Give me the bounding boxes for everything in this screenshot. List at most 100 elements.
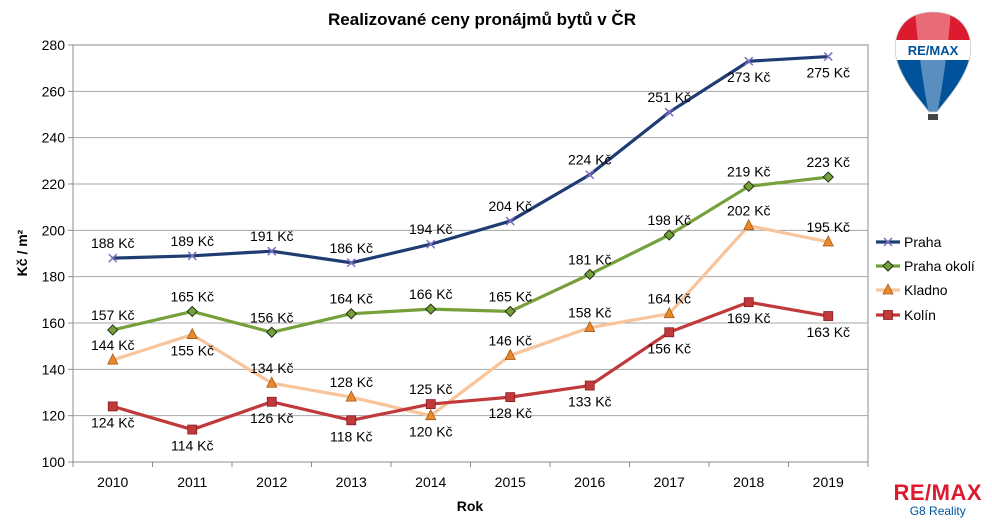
data-label: 251 Kč: [647, 89, 691, 105]
data-label: 128 Kč: [488, 405, 532, 421]
data-label: 134 Kč: [250, 360, 294, 376]
series-layer: 188 Kč 189 Kč 191 Kč 186 Kč 194 Kč 204 Kč 224 …: [91, 52, 850, 454]
data-label: 273 Kč: [727, 69, 771, 85]
remax-brand: RE/MAX G8 Reality: [893, 480, 982, 518]
data-point: [425, 303, 437, 315]
data-point: [882, 283, 894, 295]
data-label: 191 Kč: [250, 228, 294, 244]
data-label: 195 Kč: [806, 219, 850, 235]
data-point: [744, 56, 754, 66]
series-kolín: 124 Kč 114 Kč 126 Kč 118 Kč 125 Kč 128 Kč 133 …: [91, 297, 850, 454]
legend-item: Praha okolí: [876, 258, 975, 274]
data-label: 186 Kč: [329, 240, 373, 256]
data-label: 202 Kč: [727, 203, 771, 219]
data-label: 165 Kč: [488, 288, 532, 304]
data-label: 204 Kč: [488, 198, 532, 214]
data-label: 223 Kč: [806, 154, 850, 170]
data-point: [505, 392, 516, 403]
data-point: [882, 260, 894, 272]
data-label: 144 Kč: [91, 337, 135, 353]
data-label: 188 Kč: [91, 235, 135, 251]
balloon-logo-text: RE/MAX: [908, 43, 959, 58]
data-point: [266, 396, 277, 407]
data-point: [584, 268, 596, 281]
chart-title: Realizované ceny pronájmů bytů v ČR: [328, 10, 636, 29]
data-label: 163 Kč: [806, 324, 850, 340]
data-point: [267, 246, 277, 256]
x-tick-label: 2018: [733, 474, 764, 490]
data-point: [345, 390, 357, 402]
data-point: [107, 401, 118, 412]
data-point: [743, 297, 754, 308]
data-label: 156 Kč: [647, 340, 691, 356]
data-label: 114 Kč: [171, 438, 214, 454]
x-tick-label: 2015: [495, 474, 526, 490]
data-point: [664, 327, 675, 338]
data-label: 166 Kč: [409, 286, 453, 302]
x-tick-label: 2017: [654, 474, 685, 490]
grid-lines: [73, 90, 868, 417]
data-point: [425, 399, 436, 409]
legend-label: Kladno: [904, 282, 948, 298]
y-tick-label: 280: [42, 37, 66, 53]
data-point: [743, 180, 755, 193]
legend-label: Kolín: [904, 307, 936, 323]
data-point: [823, 52, 833, 62]
data-label: 169 Kč: [727, 310, 771, 326]
data-point: [883, 237, 893, 247]
y-axis-ticks: 100 120 140 160 180 200 220 240 260 280: [42, 37, 73, 470]
data-label: 124 Kč: [91, 414, 135, 430]
y-axis-title: Kč / m²: [14, 229, 30, 276]
data-label: 165 Kč: [170, 288, 214, 304]
x-tick-label: 2013: [336, 474, 367, 490]
data-point: [584, 380, 595, 391]
data-point: [505, 216, 515, 226]
data-point: [345, 308, 357, 320]
x-tick-label: 2014: [415, 474, 446, 490]
series-praha: 188 Kč 189 Kč 191 Kč 186 Kč 194 Kč 204 Kč 224 …: [91, 52, 850, 268]
data-label: 157 Kč: [91, 307, 135, 323]
legend: Praha Praha okolí Kladno Kolín: [876, 234, 975, 323]
brand-name: RE/MAX: [893, 480, 982, 505]
data-label: 125 Kč: [409, 381, 453, 397]
remax-balloon-logo: RE/MAX: [894, 11, 972, 120]
series-line: [112, 175, 829, 334]
data-label: 126 Kč: [250, 410, 294, 426]
x-axis-ticks: 2010 2011 2012 2013 2014 2015 2016 2017 2018 2019: [72, 462, 869, 490]
data-label: 155 Kč: [170, 343, 214, 359]
data-label: 164 Kč: [647, 291, 691, 307]
data-point: [186, 305, 198, 318]
y-tick-label: 200: [42, 222, 66, 238]
x-axis-title: Rok: [457, 498, 484, 514]
data-point: [266, 376, 278, 388]
series-line: [112, 224, 829, 418]
data-point: [108, 253, 118, 263]
series-praha-okolí: 157 Kč 165 Kč 156 Kč 164 Kč 166 Kč 165 Kč 181 …: [91, 154, 850, 338]
data-point: [883, 310, 893, 320]
data-point: [266, 326, 278, 338]
data-point: [346, 258, 356, 268]
data-point: [187, 424, 198, 435]
legend-label: Praha: [904, 234, 942, 250]
legend-item: Kladno: [876, 282, 948, 298]
data-label: 146 Kč: [488, 332, 532, 348]
series-line: [112, 300, 829, 432]
data-point: [743, 218, 755, 231]
series-kladno: 144 Kč 155 Kč 134 Kč 128 Kč 120 Kč 146 Kč 158 …: [91, 203, 850, 440]
data-label: 224 Kč: [568, 152, 612, 168]
data-label: 275 Kč: [806, 65, 850, 81]
x-tick-label: 2019: [813, 474, 844, 490]
data-label: 158 Kč: [568, 305, 612, 321]
x-tick-label: 2010: [97, 474, 128, 490]
legend-item: Praha: [876, 234, 942, 250]
data-point: [425, 408, 437, 421]
data-point: [426, 239, 436, 249]
data-point: [585, 170, 595, 180]
data-point: [663, 229, 675, 241]
data-point: [346, 415, 357, 426]
data-label: 189 Kč: [170, 233, 214, 249]
data-point: [584, 320, 596, 333]
y-tick-label: 140: [42, 361, 66, 377]
y-tick-label: 180: [42, 269, 66, 285]
